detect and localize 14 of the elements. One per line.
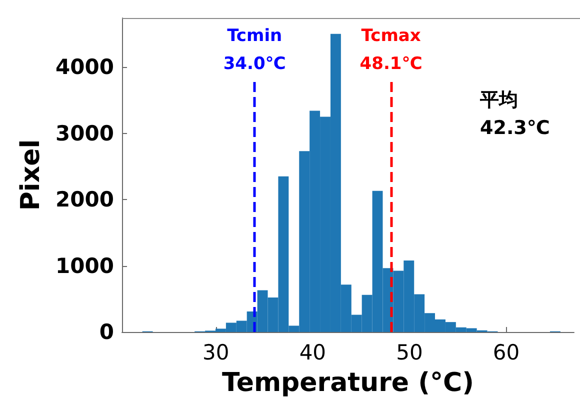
y-tick-label: 2000 <box>56 188 114 212</box>
x-tick-label: 50 <box>396 340 423 364</box>
y-tick-label: 0 <box>99 320 114 344</box>
y-axis-title: Pixel <box>16 139 46 211</box>
ref-line-label: Tcmax 48.1℃ <box>360 26 422 74</box>
x-tick-label: 30 <box>202 340 230 364</box>
y-tick-label: 1000 <box>56 254 114 278</box>
x-tick-label: 40 <box>299 340 326 364</box>
y-tick-label: 4000 <box>56 55 114 80</box>
annotation: 平均 42.3℃ <box>479 89 550 139</box>
ref-line-label: Tcmin 34.0℃ <box>223 26 286 74</box>
x-tick-label: 60 <box>492 340 520 364</box>
x-axis-title: Temperature (°C) <box>222 368 474 398</box>
y-tick-label: 3000 <box>56 121 114 146</box>
